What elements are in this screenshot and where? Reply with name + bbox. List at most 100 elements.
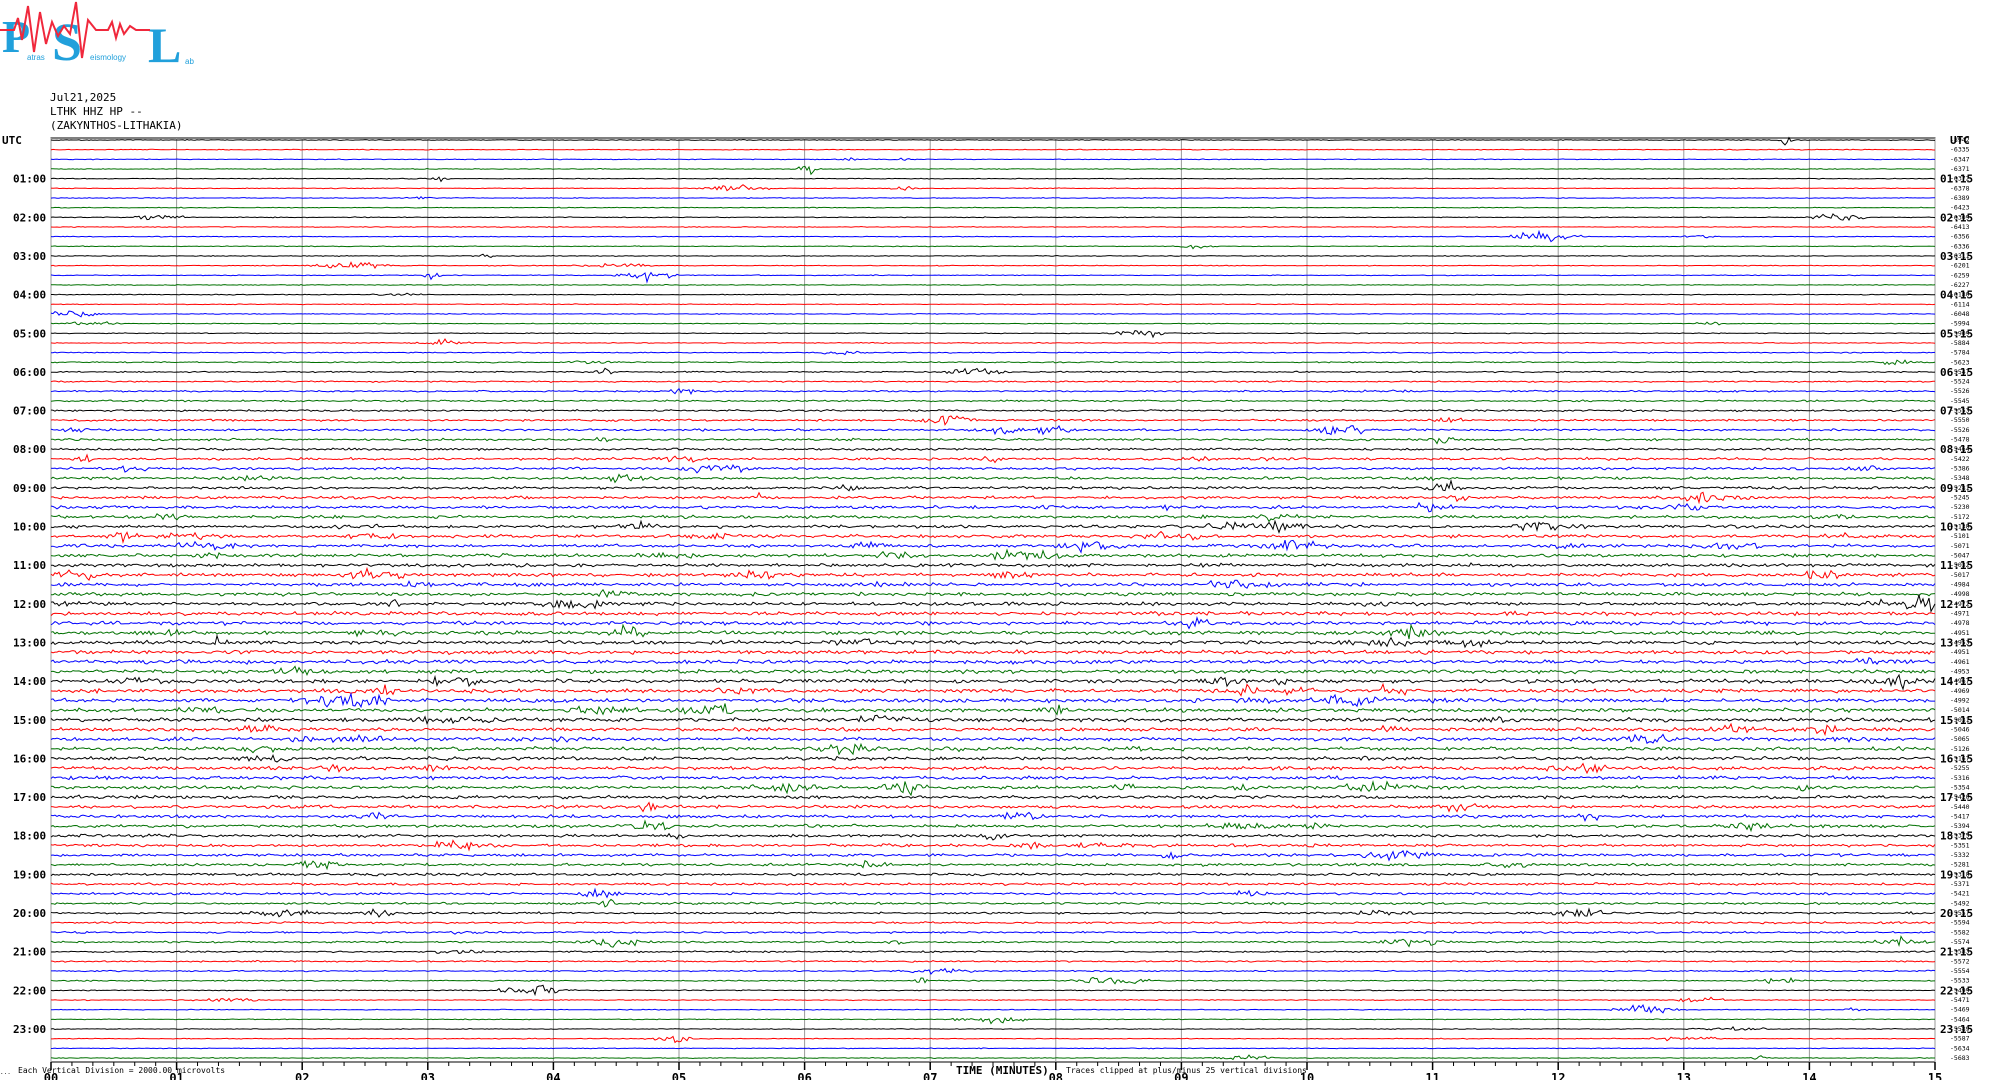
trace-line	[50, 959, 1936, 963]
trace-line	[50, 633, 1936, 649]
trace-line	[50, 519, 1936, 534]
trace-mean-label: -5351	[1950, 841, 1970, 849]
trace-line	[50, 762, 1936, 775]
trace-line	[50, 811, 1936, 822]
trace-mean-label: -5499	[1950, 986, 1970, 994]
trace-mean-label: -5017	[1950, 571, 1970, 579]
x-tick-label: 12	[1551, 1071, 1565, 1080]
axis-labels: 00 01 02 03 04 05 06 07 08 09 10 11 12 13 14 15 -8942 -63…	[2, 134, 1973, 1080]
trace-mean-label: -5492	[1950, 899, 1970, 907]
trace-line	[50, 742, 1936, 756]
x-tick-label: 07	[923, 1071, 937, 1080]
chart-date: Jul21,2025	[50, 91, 117, 104]
trace-line	[50, 610, 1936, 617]
trace-line	[50, 898, 1936, 908]
trace-mean-label: -5065	[1950, 735, 1970, 743]
trace-mean-label: -5634	[1950, 1044, 1970, 1052]
trace-mean-label: -6336	[1950, 242, 1970, 250]
trace-line	[50, 213, 1936, 221]
trace-line	[50, 271, 1936, 284]
trace-line	[50, 548, 1936, 561]
trace-mean-label: -6311	[1950, 252, 1970, 260]
trace-mean-label: -6371	[1950, 165, 1970, 173]
utc-left-label: UTC	[2, 134, 22, 147]
trace-line	[50, 513, 1936, 523]
trace-line	[50, 984, 1936, 997]
trace-line	[50, 447, 1936, 452]
trace-mean-label: -4969	[1950, 687, 1970, 695]
hour-label-right: 07:15	[1940, 405, 1973, 418]
trace-line	[50, 691, 1935, 709]
trace-line	[50, 244, 1936, 250]
hour-label-left: 15:00	[13, 714, 46, 727]
x-tick-label: 09	[1174, 1071, 1188, 1080]
trace-line	[50, 310, 1936, 318]
trace-mean-label: -5478	[1950, 436, 1970, 444]
trace-line	[50, 425, 1936, 436]
trace-mean-label: -4998	[1950, 590, 1970, 598]
x-tick-label: 03	[421, 1071, 435, 1080]
hour-label-right: 06:15	[1940, 366, 1973, 379]
trace-mean-label: -5550	[1950, 416, 1970, 424]
hour-label-left: 13:00	[13, 637, 46, 650]
trace-line	[50, 872, 1936, 877]
hour-label-right: 22:15	[1940, 984, 1973, 997]
trace-mean-label: -5255	[1950, 764, 1970, 772]
trace-mean-label: -6389	[1950, 194, 1970, 202]
hour-label-right: 04:15	[1940, 289, 1973, 302]
trace-line	[50, 303, 1936, 306]
trace-line	[50, 566, 1936, 581]
trace-line	[51, 1003, 1936, 1014]
trace-mean-label: -5440	[1950, 803, 1970, 811]
hour-label-left: 03:00	[13, 250, 46, 263]
trace-line	[50, 579, 1936, 589]
trace-line	[50, 176, 1936, 183]
hour-label-right: 15:15	[1940, 714, 1973, 727]
trace-mean-label: -8942	[1950, 136, 1970, 144]
trace-mean-label: -4992	[1950, 697, 1970, 705]
trace-line	[50, 530, 1936, 545]
trace-mean-label: -5545	[1950, 397, 1970, 405]
trace-mean-label: -5554	[1950, 967, 1970, 975]
trace-mean-label: -5587	[1950, 1035, 1970, 1043]
trace-mean-label: -5371	[1950, 880, 1970, 888]
trace-line	[51, 350, 1936, 356]
trace-mean-label: -5126	[1950, 745, 1970, 753]
trace-line	[50, 1016, 1936, 1025]
minute-grid	[50, 137, 1936, 1070]
trace-line	[50, 136, 1936, 146]
trace-mean-label: -4967	[1950, 677, 1970, 685]
psl-logo: P S L atras eismology ab	[0, 1, 194, 70]
trace-mean-label: -6114	[1950, 300, 1970, 308]
trace-line	[51, 367, 1936, 375]
hour-label-right: 12:15	[1940, 598, 1973, 611]
trace-line	[50, 206, 1936, 209]
trace-mean-label: -5375	[1950, 832, 1970, 840]
trace-mean-label: -5172	[1950, 513, 1970, 521]
logo-word-eismology: eismology	[90, 53, 126, 62]
logo-letter-l: L	[148, 17, 181, 70]
logo-word-atras: atras	[27, 53, 45, 62]
hour-label-right: 01:15	[1940, 173, 1973, 186]
trace-mean-label: -6347	[1950, 155, 1970, 163]
hour-label-left: 22:00	[13, 984, 46, 997]
trace-line	[50, 753, 1936, 763]
trace-line	[50, 930, 1936, 935]
trace-mean-label: -5683	[1950, 1054, 1970, 1062]
hour-label-left: 12:00	[13, 598, 46, 611]
trace-mean-label: -5422	[1950, 455, 1970, 463]
x-tick-label: 00	[44, 1071, 58, 1080]
x-tick-label: 14	[1802, 1071, 1816, 1080]
hour-label-left: 06:00	[13, 366, 46, 379]
trace-line	[50, 819, 1936, 833]
trace-line	[50, 1047, 1936, 1050]
trace-line	[50, 225, 1936, 229]
trace-line	[50, 859, 1936, 871]
trace-mean-label: -4972	[1950, 600, 1970, 608]
hour-label-left: 08:00	[13, 443, 46, 456]
trace-mean-label: -6378	[1950, 184, 1970, 192]
trace-mean-label: -5994	[1950, 320, 1970, 328]
trace-mean-label: -5032	[1950, 561, 1970, 569]
trace-mean-label: -6201	[1950, 262, 1970, 270]
trace-mean-label: -5348	[1950, 474, 1970, 482]
